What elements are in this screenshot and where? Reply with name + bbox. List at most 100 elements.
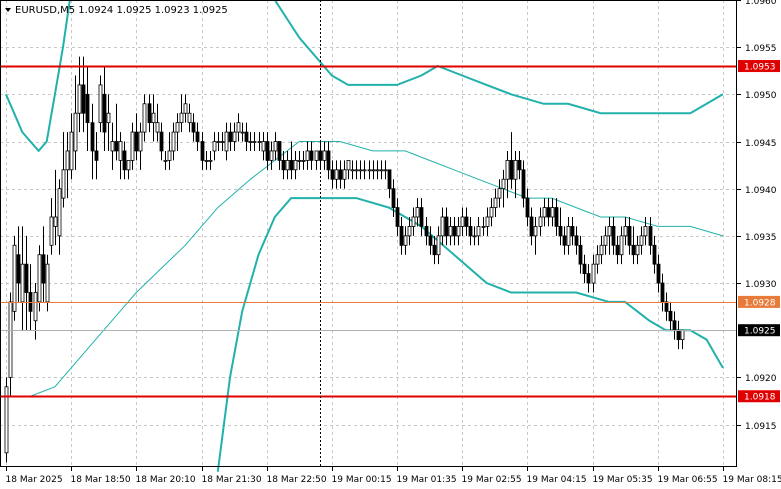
candle [562,226,567,255]
candle-body [151,112,156,124]
candle [334,160,339,189]
candle-body [187,112,192,124]
horizontal-levels [0,65,737,398]
candle [73,75,78,170]
candle [362,160,367,180]
level-label-box [738,390,780,403]
candle-body [179,112,184,124]
candle-body [8,301,13,378]
candle-body [37,254,42,303]
candle [660,273,665,312]
candle-body [81,84,86,114]
candle [595,245,600,274]
level-label-box [738,60,780,73]
candle [155,103,160,142]
candle-body [554,207,559,227]
candle [432,235,437,265]
candle-body [130,131,135,161]
candle [94,132,99,180]
candle [53,169,58,246]
candle [326,141,331,180]
candle [403,226,408,255]
candle-body [562,235,567,246]
candle [578,235,583,274]
candle [4,377,9,463]
candle-body [273,141,278,152]
candle [163,150,168,170]
candle [619,226,624,265]
x-tick-label: 19 Mar 02:55 [462,475,522,485]
symbol-header-text: EURUSD,M5 1.0924 1.0925 1.0923 1.0925 [15,5,228,16]
candle [375,160,380,180]
candle [367,160,372,180]
candle [533,216,538,255]
candle-body [379,169,384,172]
candle [130,122,135,170]
candle-body [533,226,538,237]
candle [643,216,648,246]
candle [147,94,152,133]
candle-body [505,159,510,180]
candle [309,141,314,170]
candle-body [513,159,518,180]
x-tick-label: 18 Mar 2025 [6,475,63,485]
candle-body [574,235,579,246]
candle-body [257,141,262,143]
y-tick-label: 1.0960 [745,0,777,7]
candle-body [485,216,490,227]
candle [338,160,343,189]
x-tick-label: 19 Mar 00:15 [332,475,392,485]
candle-body [301,159,306,162]
candle [98,75,103,133]
candle-body [399,226,404,246]
candle-body [415,207,420,218]
candle [159,122,164,161]
candle-body [664,301,669,312]
x-tick-label: 19 Mar 01:35 [397,475,457,485]
candle-body [387,169,392,190]
candle [16,226,21,302]
candle-body [501,178,506,190]
candle [635,235,640,265]
candle-body [94,150,99,161]
level-label: 1.0953 [744,63,776,73]
candle-body [106,112,111,124]
candle-body [28,292,33,312]
candle [542,198,547,227]
y-tick-label: 1.0915 [745,422,777,432]
candle [57,179,62,255]
candle-body [261,141,266,152]
candle-body [61,169,66,199]
candle-body [448,226,453,237]
candle [134,113,139,161]
y-tick-label: 1.0950 [745,91,777,101]
candle-body [200,141,205,161]
candle-body [53,216,58,227]
candle [200,132,205,170]
candle [481,216,486,236]
candle-body [643,226,648,237]
candle [102,66,107,151]
price-axis: 1.09601.09551.09501.09451.09401.09351.09… [737,0,777,432]
candle-body [591,263,596,284]
candle-body [69,131,74,171]
candle-body [232,131,237,142]
candle [656,254,661,293]
candle [411,207,416,236]
candle-body [676,329,681,341]
candle-body [517,159,522,171]
candle-body [489,207,494,218]
candle-body [358,169,363,172]
candle-body [407,226,412,237]
candle [151,94,156,142]
x-tick-label: 18 Mar 21:30 [202,475,262,485]
candle-body [444,216,449,237]
candle-body [126,159,131,171]
x-tick-label: 18 Mar 20:10 [136,475,196,485]
candle-body [672,320,677,331]
dropdown-triangle-icon[interactable] [5,8,11,12]
current-price-label-box [738,324,780,337]
candle [216,132,221,151]
